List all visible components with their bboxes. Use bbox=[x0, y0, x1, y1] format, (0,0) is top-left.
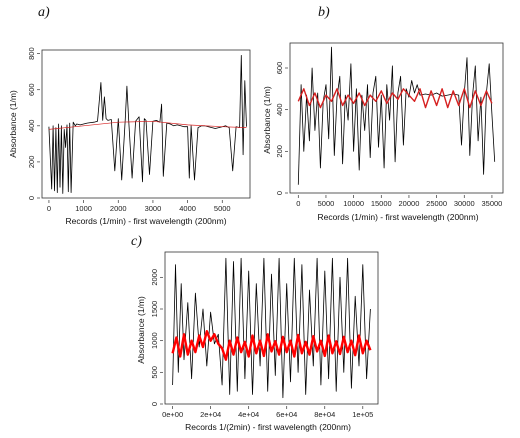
panel-a-series-fit-line bbox=[48, 120, 247, 130]
panel-b-x-tick-label: 0 bbox=[296, 199, 300, 208]
panel-b-y-ticks: 0 200 400 600 bbox=[275, 62, 288, 195]
panel-b-y-axis-title: Absorbance (1/m) bbox=[262, 86, 272, 154]
panel-c-y-axis-title: Absorbance (1/m) bbox=[136, 296, 146, 364]
panel-c-plot bbox=[171, 257, 372, 399]
panel-a-frame bbox=[41, 49, 251, 199]
panel-a-y-tick-label: 0 bbox=[27, 196, 36, 200]
panel-b-frame bbox=[289, 42, 504, 194]
panel-c-y-tick-label: 500 bbox=[150, 366, 159, 379]
panel-c-series-measured-line bbox=[172, 257, 371, 399]
panel-c-x-axis-title: Records 1/(2min) - first wavelength (200… bbox=[185, 422, 351, 432]
panel-c-y-tick-label: 0 bbox=[150, 402, 159, 406]
panel-b-y-tick-label: 600 bbox=[275, 62, 284, 75]
panel-b-x-tick-label: 15000 bbox=[371, 199, 392, 208]
panel-c-label: c) bbox=[131, 234, 142, 249]
panel-b-series-measured-line bbox=[297, 46, 496, 185]
panel-a-x-tick-label: 2000 bbox=[110, 204, 127, 213]
panel-b-y-tick-label: 0 bbox=[275, 191, 284, 195]
panel-a-label: a) bbox=[38, 5, 50, 20]
panel-a: a) 0 1000 2000 3000 4000 5000 0 200 400 600 800 R… bbox=[8, 5, 251, 226]
panel-a-y-ticks: 0 200 400 600 800 bbox=[27, 47, 40, 200]
panel-c-x-tick-label: 4e+04 bbox=[238, 410, 259, 419]
panel-a-y-axis-title: Absorbance (1/m) bbox=[8, 90, 18, 158]
panel-a-x-tick-label: 0 bbox=[47, 204, 51, 213]
panel-a-y-tick-label: 600 bbox=[27, 83, 36, 96]
panel-b-y-tick-label: 200 bbox=[275, 145, 284, 158]
panel-a-x-tick-label: 5000 bbox=[214, 204, 231, 213]
panel-b-x-tick-label: 10000 bbox=[343, 199, 364, 208]
panel-a-series-measured-line bbox=[48, 55, 247, 194]
panel-a-x-tick-label: 1000 bbox=[75, 204, 92, 213]
panel-a-y-tick-label: 400 bbox=[27, 120, 36, 133]
panel-b-x-tick-label: 20000 bbox=[399, 199, 420, 208]
panel-c-y-tick-label: 1500 bbox=[150, 301, 159, 318]
panel-b-plot bbox=[297, 46, 496, 185]
panel-b-x-axis-title: Records (1/min) - first wavelength (200n… bbox=[317, 212, 478, 222]
panel-c-x-tick-label: 2e+04 bbox=[200, 410, 221, 419]
panel-b: b) 0 5000 10000 15000 20000 25000 30000 35000 0… bbox=[262, 5, 504, 222]
panel-b-y-tick-label: 400 bbox=[275, 103, 284, 116]
panel-b-x-tick-label: 5000 bbox=[318, 199, 335, 208]
panel-c-y-ticks: 0 500 1000 1500 2000 bbox=[150, 269, 163, 406]
panel-a-x-ticks: 0 1000 2000 3000 4000 5000 bbox=[47, 200, 231, 213]
panel-c-y-tick-label: 1000 bbox=[150, 332, 159, 349]
panel-c-y-tick-label: 2000 bbox=[150, 269, 159, 286]
panel-a-x-tick-label: 4000 bbox=[179, 204, 196, 213]
panel-c-x-tick-label: 8e+04 bbox=[314, 410, 335, 419]
panel-b-label: b) bbox=[318, 5, 330, 20]
panel-b-series-fit-line bbox=[297, 88, 493, 109]
panel-c-series-fit-line bbox=[171, 330, 372, 361]
panel-b-x-tick-label: 35000 bbox=[482, 199, 503, 208]
panel-c-x-tick-label: 0e+00 bbox=[162, 410, 183, 419]
panel-b-x-ticks: 0 5000 10000 15000 20000 25000 30000 35000 bbox=[296, 195, 502, 208]
panel-b-x-tick-label: 25000 bbox=[426, 199, 447, 208]
panel-a-y-tick-label: 800 bbox=[27, 47, 36, 60]
panel-c-x-tick-label: 6e+04 bbox=[276, 410, 297, 419]
panel-b-x-tick-label: 30000 bbox=[454, 199, 475, 208]
panel-c-frame bbox=[164, 251, 379, 405]
panel-a-x-tick-label: 3000 bbox=[145, 204, 162, 213]
panel-a-x-axis-title: Records (1/min) - first wavelength (200n… bbox=[65, 216, 226, 226]
panel-c: c) 0e+00 2e+04 4e+04 6e+04 8e+04 1e+05 0 500 10… bbox=[131, 234, 379, 432]
panel-a-plot bbox=[48, 55, 247, 194]
panel-a-y-tick-label: 200 bbox=[27, 156, 36, 169]
panel-c-x-tick-label: 1e+05 bbox=[352, 410, 373, 419]
panel-c-x-ticks: 0e+00 2e+04 4e+04 6e+04 8e+04 1e+05 bbox=[162, 406, 373, 419]
